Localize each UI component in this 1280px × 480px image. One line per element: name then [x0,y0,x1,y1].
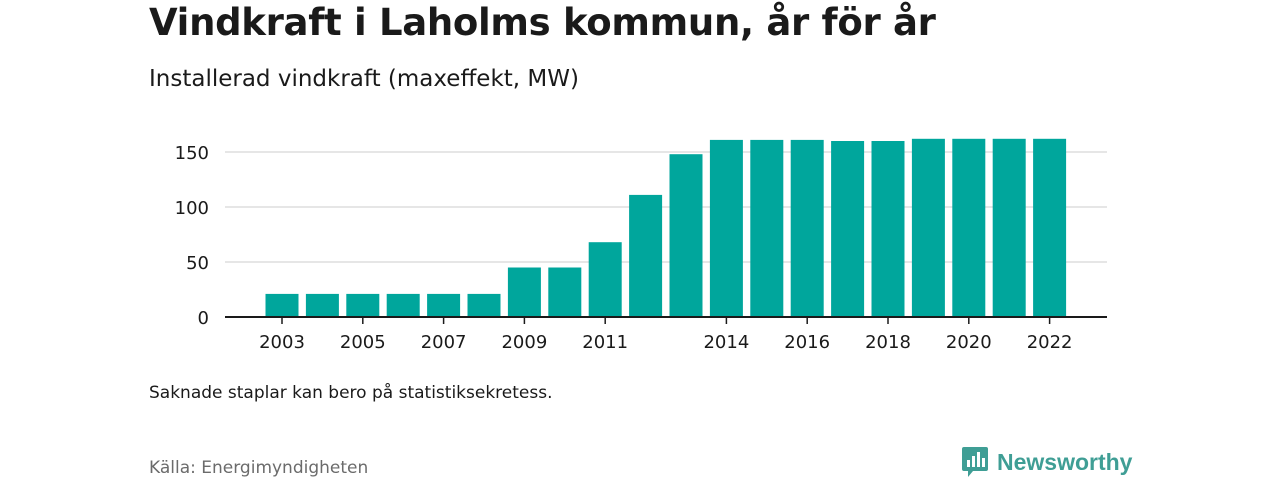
x-tick-label: 2020 [946,332,992,353]
newsworthy-logo-icon [962,447,988,477]
bar-2019 [911,138,945,317]
y-axis: 0 50 100 150 [175,143,209,329]
bars [265,138,1067,317]
chart-title: Vindkraft i Laholms kommun, år för år [149,1,936,44]
x-tick-label: 2009 [501,332,547,353]
x-tick-label: 2018 [865,332,911,353]
bar-2011 [588,242,622,317]
y-tick-label: 150 [175,143,209,164]
source-label: Källa: Energimyndigheten [149,458,369,478]
bar-2004 [305,293,339,317]
bar-2008 [467,293,501,317]
bar-2006 [386,293,420,317]
brand-logo: Newsworthy [961,446,1132,478]
x-tick-label: 2022 [1027,332,1073,353]
bar-2003 [265,293,299,317]
chart-subtitle: Installerad vindkraft (maxeffekt, MW) [149,66,579,92]
y-tick-label: 50 [186,253,209,274]
bar-2018 [871,141,905,317]
x-tick-label: 2005 [340,332,386,353]
bar-2015 [750,139,784,317]
x-tick-label: 2007 [421,332,467,353]
x-axis: 2003 2005 2007 2009 2011 2014 2016 2018 2020 2022 [225,316,1107,353]
bar-2005 [346,293,380,317]
x-tick-label: 2016 [784,332,830,353]
bar-2016 [790,139,824,317]
bar-2007 [427,293,461,317]
bar-2010 [548,267,582,317]
y-tick-label: 0 [198,308,209,329]
y-tick-label: 100 [175,198,209,219]
footnote: Saknade staplar kan bero på statistiksek… [149,383,553,403]
bar-2020 [952,138,986,317]
bar-2022 [1033,138,1067,317]
x-tick-label: 2014 [703,332,749,353]
bar-2017 [831,141,865,317]
brand-name: Newsworthy [997,448,1133,475]
bar-2021 [992,138,1026,317]
bar-2009 [507,267,541,317]
x-tick-label: 2003 [259,332,305,353]
bar-2013 [669,154,703,317]
bar-2012 [629,194,663,317]
x-tick-label: 2011 [582,332,628,353]
bar-2014 [709,139,743,317]
